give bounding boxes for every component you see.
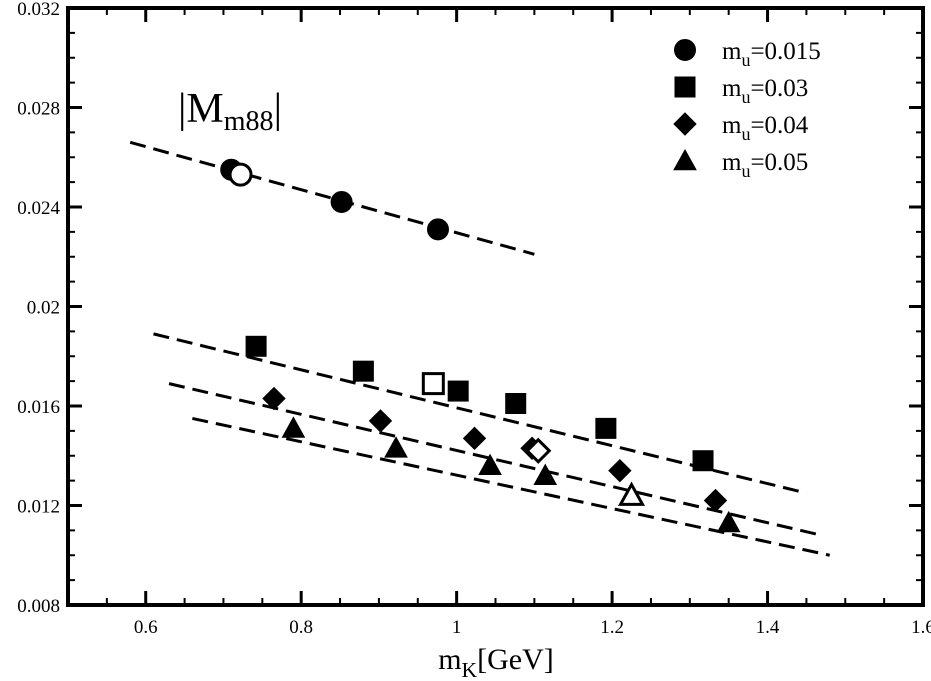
y-tick-label-2: 0.016 bbox=[17, 397, 60, 418]
fit-line-series-3 bbox=[192, 416, 831, 557]
legend-label-value-0: =0.015 bbox=[750, 38, 820, 65]
x-tick-label-3: 1.2 bbox=[600, 617, 624, 638]
data-point-s2-0 bbox=[262, 386, 286, 411]
annotation-sub: m88 bbox=[224, 106, 274, 137]
legend-label-sub-1: u bbox=[741, 87, 750, 107]
legend-label-sub-2: u bbox=[741, 124, 750, 144]
y-tick-label-6: 0.032 bbox=[17, 0, 60, 20]
legend-label-value-1: =0.03 bbox=[750, 75, 808, 102]
legend-label-main-2: m bbox=[722, 112, 742, 139]
x-tick-label-5: 1.6 bbox=[911, 617, 931, 638]
data-point-s2-4 bbox=[608, 458, 632, 483]
open-point-s1-0 bbox=[421, 372, 445, 396]
data-point-s1-0 bbox=[245, 335, 267, 357]
y-tick-label-0: 0.008 bbox=[17, 596, 60, 617]
x-tick-label-4: 1.4 bbox=[756, 617, 780, 638]
x-tick-label-1: 0.8 bbox=[289, 617, 313, 638]
legend-label-sub-0: u bbox=[741, 50, 750, 70]
data-point-s3-0 bbox=[281, 416, 306, 438]
y-tick-label-3: 0.02 bbox=[27, 298, 60, 319]
x-axis-title: mK[GeV] bbox=[438, 643, 554, 681]
legend-marker-3 bbox=[673, 148, 697, 171]
legend-label-0: mu=0.015 bbox=[722, 38, 821, 70]
x-axis-title-sub: K bbox=[462, 658, 478, 681]
y-tick-label-5: 0.028 bbox=[17, 99, 60, 120]
x-tick-label-0: 0.6 bbox=[134, 617, 158, 638]
annotation-bar-right: | bbox=[274, 86, 282, 132]
legend-label-main-0: m bbox=[722, 38, 742, 65]
legend-label-value-2: =0.04 bbox=[750, 112, 808, 139]
y-tick-label-1: 0.012 bbox=[17, 497, 60, 518]
x-axis-title-rest: [GeV] bbox=[477, 643, 554, 676]
legend-label-2: mu=0.04 bbox=[722, 112, 809, 144]
x-tick-label-2: 1 bbox=[452, 617, 462, 638]
legend-label-3: mu=0.05 bbox=[722, 149, 808, 181]
legend-label-sub-3: u bbox=[741, 161, 750, 181]
legend-label-1: mu=0.03 bbox=[722, 75, 808, 107]
open-point-s3-0 bbox=[617, 481, 646, 506]
fit-line-series-2 bbox=[168, 382, 823, 537]
data-point-s0-1 bbox=[330, 191, 353, 214]
y-tick-label-4: 0.024 bbox=[17, 198, 60, 219]
legend-label-main-1: m bbox=[722, 75, 742, 102]
data-point-s1-1 bbox=[352, 360, 374, 382]
legend-label-value-3: =0.05 bbox=[750, 149, 808, 176]
chart-annotation: |Mm88| bbox=[178, 86, 282, 137]
annotation-bar-left: | bbox=[178, 86, 186, 132]
x-axis-title-main: m bbox=[438, 643, 461, 676]
open-point-s2-0 bbox=[525, 437, 552, 464]
plot-layer bbox=[129, 140, 831, 557]
legend-marker-0 bbox=[674, 39, 696, 61]
open-point-s0-0 bbox=[228, 162, 253, 187]
data-point-s2-5 bbox=[703, 488, 728, 513]
data-point-s1-3 bbox=[505, 393, 527, 415]
data-point-s3-2 bbox=[478, 453, 502, 475]
annotation-main: M bbox=[186, 86, 223, 132]
legend-marker-1 bbox=[674, 76, 696, 98]
data-point-s0-2 bbox=[426, 218, 449, 241]
data-point-s1-5 bbox=[692, 450, 714, 472]
fit-line-series-0 bbox=[129, 140, 535, 256]
data-point-s3-4 bbox=[716, 510, 741, 533]
legend-label-main-3: m bbox=[722, 149, 742, 176]
tick-layer: 0.6 0.8 1 1.2 1.4 1.6 0.008 0.012 0.016 0.02 0.024… bbox=[17, 0, 931, 638]
data-point-s2-2 bbox=[462, 426, 487, 451]
data-point-s2-1 bbox=[368, 409, 393, 433]
data-point-s3-1 bbox=[384, 436, 408, 458]
data-point-s3-3 bbox=[533, 463, 558, 485]
data-point-s1-4 bbox=[595, 417, 617, 439]
data-point-s1-2 bbox=[447, 380, 469, 402]
legend-marker-2 bbox=[673, 112, 697, 136]
